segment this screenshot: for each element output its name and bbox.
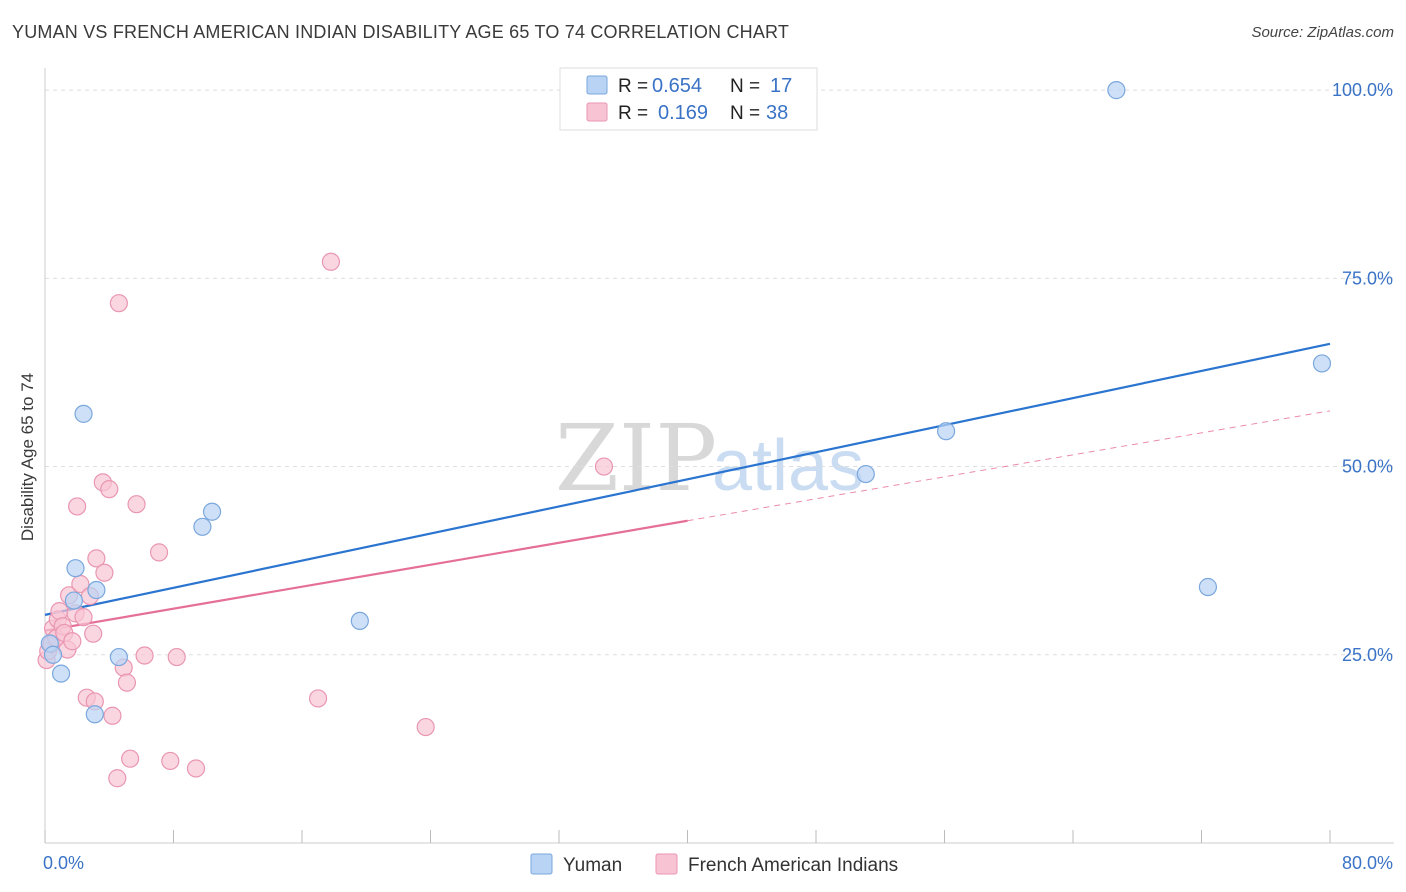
- data-point-yuman: [66, 559, 85, 578]
- data-point-french: [121, 749, 140, 768]
- y-tick-label: 25.0%: [1342, 645, 1393, 665]
- y-axis-label: Disability Age 65 to 74: [18, 373, 37, 541]
- data-point-french: [135, 646, 154, 665]
- data-point-french: [103, 706, 122, 725]
- data-point-french: [74, 608, 93, 627]
- series-yuman: [40, 81, 1332, 724]
- data-point-french: [149, 543, 169, 562]
- data-point-french: [167, 647, 186, 667]
- data-point-french: [63, 632, 82, 651]
- bottom-legend-label-yuman: Yuman: [563, 855, 622, 876]
- legend-swatch-french: [586, 102, 608, 122]
- data-point-yuman: [1198, 577, 1218, 597]
- x-tick-label: 0.0%: [43, 853, 84, 873]
- trend-line-extension-french: [687, 410, 1331, 522]
- x-tick-label: 80.0%: [1342, 853, 1393, 873]
- series-french-american-indians: [37, 252, 614, 788]
- data-point-yuman: [109, 647, 128, 667]
- data-point-yuman: [856, 464, 875, 484]
- data-point-french: [100, 480, 119, 499]
- data-point-french: [117, 673, 137, 692]
- trend-line-french: [44, 519, 688, 632]
- data-point-yuman: [43, 645, 63, 664]
- data-point-yuman: [51, 664, 71, 683]
- data-point-yuman: [350, 611, 369, 630]
- data-point-french: [308, 689, 328, 708]
- legend-r-value: 0.654: [652, 75, 702, 97]
- y-tick-label: 100.0%: [1332, 80, 1393, 100]
- legend-r-label: R =: [618, 103, 648, 124]
- data-point-french: [84, 624, 103, 643]
- watermark-atlas: atlas: [712, 426, 864, 506]
- data-point-yuman: [193, 517, 212, 536]
- data-point-french: [161, 751, 180, 771]
- bottom-legend-swatch-yuman: [530, 853, 553, 875]
- legend-n-label: N =: [730, 103, 760, 124]
- data-point-yuman: [1312, 354, 1332, 373]
- series-legend: Yuman French American Indians: [530, 853, 898, 876]
- y-tick-labels: 25.0% 50.0% 75.0% 100.0%: [1332, 80, 1393, 665]
- data-point-french: [186, 759, 206, 778]
- axes: [44, 68, 1394, 844]
- legend-swatch-yuman: [586, 75, 608, 95]
- source-credit: Source: ZipAtlas.com: [1251, 24, 1394, 41]
- legend-r-label: R =: [618, 76, 648, 97]
- data-point-yuman: [937, 422, 956, 441]
- data-point-yuman: [85, 705, 104, 724]
- x-ticks: 0.0% 80.0%: [43, 830, 1393, 873]
- y-tick-label: 50.0%: [1342, 457, 1393, 477]
- data-point-french: [594, 457, 614, 476]
- data-point-french: [416, 717, 435, 737]
- data-point-yuman: [64, 591, 84, 610]
- data-point-french: [87, 549, 106, 568]
- trend-line-yuman: [44, 342, 1331, 616]
- legend-r-value: 0.169: [658, 102, 708, 124]
- legend-n-value: 17: [770, 75, 792, 97]
- data-point-french: [68, 497, 87, 516]
- data-point-yuman: [74, 404, 93, 423]
- correlation-legend: R = 0.654 N = 17 R = 0.169 N = 38: [559, 67, 818, 131]
- data-point-yuman: [87, 580, 106, 600]
- bottom-legend-swatch-french: [655, 853, 678, 875]
- y-tick-label: 75.0%: [1342, 268, 1393, 288]
- watermark-zip: ZIP: [555, 405, 717, 512]
- data-point-french: [108, 769, 127, 788]
- data-point-french: [50, 602, 69, 621]
- watermark: ZIP atlas: [555, 405, 864, 512]
- legend-n-value: 38: [766, 102, 788, 124]
- data-point-yuman: [202, 502, 222, 521]
- legend-n-label: N =: [730, 76, 760, 97]
- trend-lines: [44, 342, 1331, 632]
- chart-title: YUMAN VS FRENCH AMERICAN INDIAN DISABILI…: [12, 22, 790, 42]
- data-point-french: [109, 294, 128, 313]
- data-point-french: [127, 495, 146, 514]
- data-point-french: [321, 252, 341, 271]
- data-point-yuman: [1107, 81, 1126, 100]
- bottom-legend-label-french: French American Indians: [688, 855, 898, 876]
- data-point-french: [95, 563, 114, 582]
